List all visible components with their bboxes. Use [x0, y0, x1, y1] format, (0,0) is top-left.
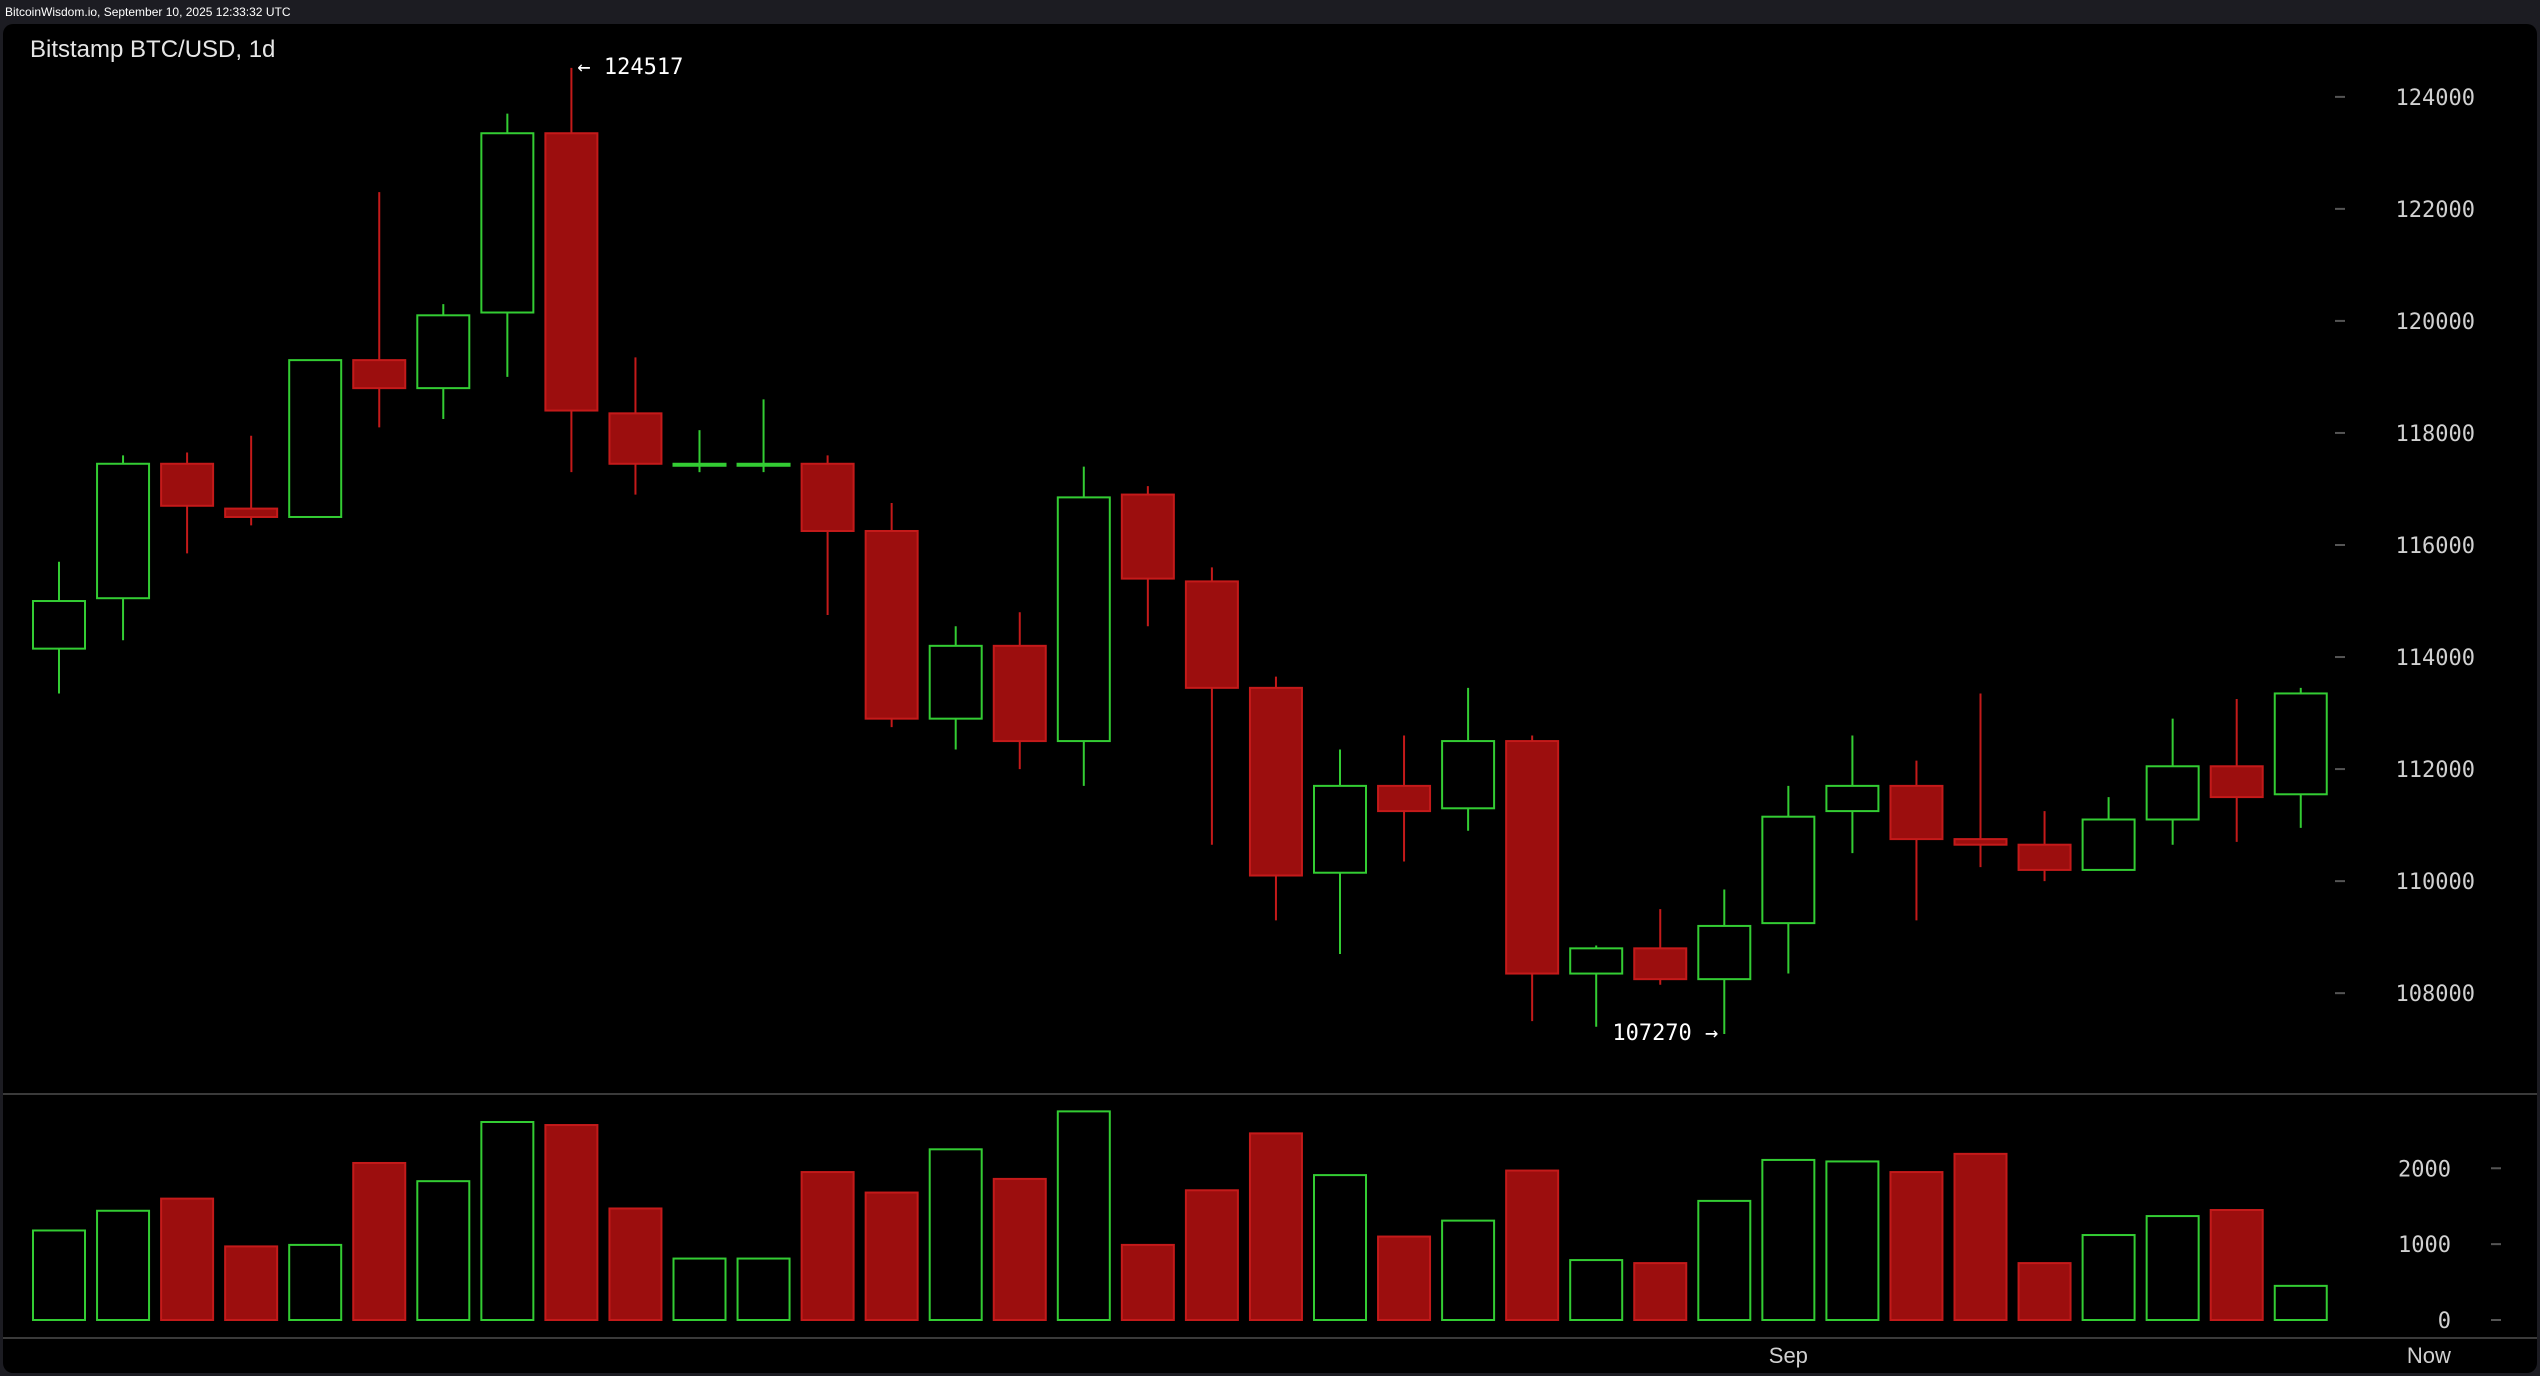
candle-body[interactable] [288, 359, 343, 518]
candle-body[interactable] [1761, 815, 1816, 925]
candle-body[interactable] [416, 314, 471, 390]
candle-body[interactable] [1248, 686, 1303, 877]
candle-body[interactable] [2145, 765, 2200, 821]
candle-body[interactable] [992, 644, 1047, 743]
volume-bar[interactable] [352, 1161, 407, 1322]
candle-body[interactable] [224, 507, 279, 518]
x-axis-label: Sep [1769, 1343, 1808, 1368]
volume-bar[interactable] [608, 1207, 663, 1322]
volume-bar[interactable] [864, 1191, 919, 1322]
candle-body[interactable] [2081, 818, 2136, 871]
candle-body[interactable] [160, 462, 215, 507]
candle-body[interactable] [1825, 784, 1880, 813]
volume-bar[interactable] [160, 1197, 215, 1322]
volume-bar[interactable] [1697, 1199, 1752, 1322]
volume-bar[interactable] [1441, 1219, 1496, 1322]
volume-bar[interactable] [992, 1177, 1047, 1322]
candle-body[interactable] [1569, 947, 1624, 975]
candle-body[interactable] [800, 462, 855, 532]
volume-bar[interactable] [1889, 1171, 1944, 1321]
volume-bar[interactable] [1120, 1243, 1175, 1322]
high-annotation: ← 124517 [577, 55, 683, 80]
price-tick-label: 108000 [2396, 982, 2475, 1007]
price-tick-label: 120000 [2396, 310, 2475, 335]
volume-tick-label: 2000 [2398, 1157, 2451, 1182]
candle-body[interactable] [1377, 784, 1432, 813]
candle-body[interactable] [1441, 740, 1496, 810]
volume-tick-label: 0 [2438, 1309, 2451, 1334]
volume-bar[interactable] [2081, 1234, 2136, 1321]
volume-bar[interactable] [1056, 1110, 1111, 1321]
price-tick-label: 116000 [2396, 534, 2475, 559]
volume-bar[interactable] [1248, 1132, 1303, 1321]
candle-body[interactable] [2209, 765, 2264, 799]
candle-body[interactable] [2017, 843, 2072, 871]
candle-body[interactable] [736, 462, 791, 467]
volume-bar[interactable] [1761, 1158, 1816, 1321]
price-tick-label: 114000 [2396, 646, 2475, 671]
candle-body[interactable] [1505, 740, 1560, 975]
volume-bar[interactable] [1633, 1262, 1688, 1321]
chart-title: Bitstamp BTC/USD, 1d [30, 36, 276, 63]
candle-body[interactable] [32, 600, 86, 650]
volume-bar[interactable] [2145, 1215, 2200, 1322]
candle-body[interactable] [672, 462, 727, 467]
price-tick-label: 112000 [2396, 758, 2475, 783]
price-tick-label: 118000 [2396, 422, 2475, 447]
volume-bar[interactable] [1825, 1160, 1880, 1321]
volume-bar[interactable] [2273, 1284, 2328, 1321]
volume-bar[interactable] [1313, 1174, 1367, 1321]
volume-bar[interactable] [2017, 1262, 2072, 1321]
price-tick-label: 124000 [2396, 86, 2475, 111]
candle-body[interactable] [1889, 784, 1944, 841]
volume-bar[interactable] [96, 1209, 151, 1322]
candle-body[interactable] [1056, 496, 1111, 743]
volume-bar[interactable] [1953, 1152, 2008, 1321]
candle-body[interactable] [1184, 580, 1239, 689]
candle-body[interactable] [1633, 947, 1688, 981]
candle-body[interactable] [352, 359, 407, 390]
candle-body[interactable] [2273, 692, 2328, 796]
volume-bar[interactable] [416, 1180, 471, 1321]
volume-bar[interactable] [1505, 1169, 1560, 1322]
volume-bar[interactable] [672, 1257, 727, 1322]
volume-bar[interactable] [2209, 1209, 2264, 1321]
volume-bar[interactable] [480, 1121, 535, 1321]
price-tick-label: 122000 [2396, 198, 2475, 223]
chart-panel: 108000 110000 112000 114000 116000 118000 1200… [3, 24, 2537, 1373]
candle-body[interactable] [864, 529, 919, 720]
chart-canvas[interactable]: 108000 110000 112000 114000 116000 118000 1200… [3, 24, 2537, 1373]
candle-body[interactable] [480, 132, 535, 314]
volume-bar[interactable] [288, 1243, 343, 1322]
x-axis-label: Now [2407, 1343, 2451, 1368]
volume-bar[interactable] [800, 1171, 855, 1321]
volume-tick-label: 1000 [2398, 1233, 2451, 1258]
volume-bar[interactable] [736, 1257, 791, 1322]
candle-body[interactable] [1953, 838, 2008, 846]
candle-body[interactable] [608, 412, 663, 465]
price-tick-label: 110000 [2396, 870, 2475, 895]
header-text: BitcoinWisdom.io, September 10, 2025 12:… [5, 5, 291, 19]
volume-bar[interactable] [1377, 1235, 1432, 1322]
volume-bar[interactable] [544, 1124, 599, 1321]
candle-body[interactable] [928, 644, 983, 720]
candle-body[interactable] [544, 132, 599, 412]
header-bar: BitcoinWisdom.io, September 10, 2025 12:… [0, 0, 2540, 24]
volume-bar[interactable] [928, 1148, 983, 1321]
volume-bar[interactable] [224, 1245, 279, 1322]
candle-body[interactable] [96, 462, 151, 600]
volume-bar[interactable] [1184, 1189, 1239, 1322]
low-annotation: 107270 → [1612, 1021, 1718, 1046]
volume-bar[interactable] [1569, 1259, 1624, 1322]
candle-body[interactable] [1313, 784, 1367, 874]
candle-body[interactable] [1120, 493, 1175, 580]
volume-bar[interactable] [32, 1229, 86, 1322]
candle-body[interactable] [1697, 924, 1752, 981]
